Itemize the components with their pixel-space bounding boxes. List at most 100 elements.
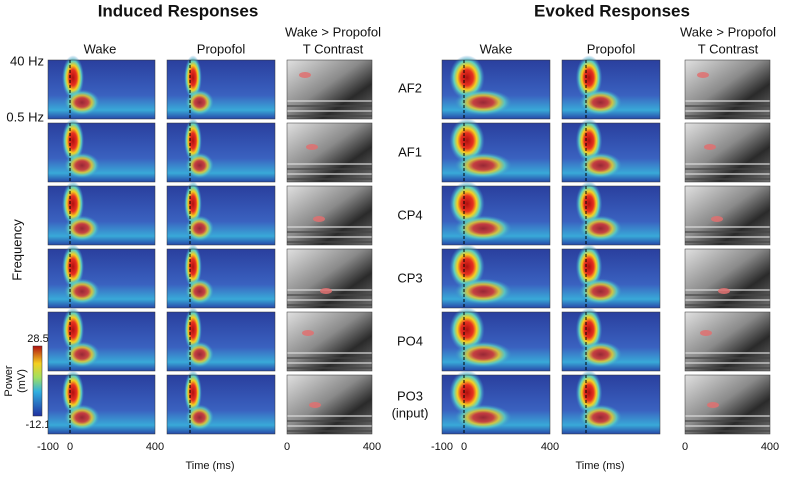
panel-border <box>286 59 373 120</box>
column-header: Propofol <box>197 41 246 56</box>
panel-border <box>286 311 373 372</box>
freq-label: 40 Hz <box>10 53 44 68</box>
panel-border <box>47 185 156 246</box>
power-blob <box>454 341 512 368</box>
channel-label: PO4 <box>397 333 423 348</box>
significant-cluster <box>306 144 318 150</box>
power-blob <box>62 244 84 290</box>
panel-border <box>441 311 551 372</box>
power-blob <box>64 404 100 431</box>
contrast-map <box>287 249 372 308</box>
contrast-band <box>287 178 372 180</box>
contrast-band <box>685 226 770 228</box>
panel-border <box>684 185 771 246</box>
contrast-band <box>287 163 372 165</box>
contrast-band <box>685 367 770 369</box>
contrast-band <box>287 168 372 170</box>
power-blob <box>184 118 202 164</box>
significant-cluster <box>704 144 716 150</box>
x-tick-label: 0 <box>284 441 290 453</box>
power-blob <box>185 278 215 305</box>
spectrogram <box>167 375 275 434</box>
column-header: Wake <box>84 41 117 56</box>
power-blob <box>454 152 512 179</box>
contrast-band <box>287 420 372 422</box>
power-blob <box>454 89 512 116</box>
panel-border <box>441 248 551 309</box>
power-blob <box>185 341 215 368</box>
panel-border <box>286 248 373 309</box>
contrast-band <box>685 415 770 417</box>
power-blob <box>185 152 215 179</box>
contrast-band <box>685 357 770 359</box>
panel-border <box>286 122 373 183</box>
contrast-band <box>685 163 770 165</box>
contrast-band <box>685 241 770 243</box>
channel-label: (input) <box>392 405 429 420</box>
power-blob <box>184 55 202 101</box>
x-tick-label: 400 <box>541 441 559 453</box>
power-blob <box>449 55 485 101</box>
contrast-band <box>685 173 770 175</box>
contrast-band <box>287 105 372 107</box>
x-tick-label: 0 <box>67 441 73 453</box>
contrast-band <box>685 178 770 180</box>
panels <box>47 55 771 435</box>
panel-border <box>684 374 771 435</box>
significant-cluster <box>302 330 314 336</box>
power-blob <box>578 341 623 368</box>
power-blob <box>575 181 603 227</box>
panel-border <box>561 59 661 120</box>
contrast-band <box>287 294 372 296</box>
contrast-map <box>287 123 372 182</box>
panel-border <box>561 311 661 372</box>
contrast-band <box>287 357 372 359</box>
power-blob <box>62 118 84 164</box>
column-header: Wake > Propofol <box>285 24 381 39</box>
panel-border <box>441 185 551 246</box>
colorbar-title: (mV) <box>16 369 28 393</box>
power-blob <box>454 215 512 242</box>
power-blob <box>64 89 100 116</box>
channel-label: CP3 <box>397 270 422 285</box>
power-blob <box>575 370 603 416</box>
panel-border <box>286 185 373 246</box>
x-tick-label: 0 <box>461 441 467 453</box>
spectrogram <box>167 60 275 119</box>
panel-border <box>684 59 771 120</box>
contrast-band <box>685 236 770 238</box>
contrast-band <box>685 304 770 306</box>
power-blob <box>575 244 603 290</box>
power-blob <box>449 244 485 290</box>
panel-border <box>47 248 156 309</box>
panel-border <box>286 374 373 435</box>
x-tick-label: 400 <box>363 441 381 453</box>
power-blob <box>184 181 202 227</box>
power-blob <box>64 215 100 242</box>
power-blob <box>578 89 623 116</box>
channel-label: AF1 <box>398 144 422 159</box>
panel-border <box>166 122 276 183</box>
panel-border <box>561 122 661 183</box>
x-axis-label: Time (ms) <box>185 460 234 472</box>
significant-cluster <box>320 288 332 294</box>
colorbar-label: 28.5 <box>27 333 48 345</box>
x-tick-label: 400 <box>146 441 164 453</box>
contrast-band <box>287 100 372 102</box>
panel-border <box>166 59 276 120</box>
power-blob <box>578 404 623 431</box>
power-blob <box>449 307 485 353</box>
power-blob <box>64 152 100 179</box>
spectrogram <box>167 186 275 245</box>
contrast-map <box>287 375 372 434</box>
power-blob <box>184 244 202 290</box>
panel-border <box>441 59 551 120</box>
panel-border <box>166 374 276 435</box>
column-header: Wake > Propofol <box>680 24 776 39</box>
contrast-band <box>287 352 372 354</box>
contrast-band <box>685 425 770 427</box>
x-tick-label: -100 <box>37 441 59 453</box>
contrast-band <box>685 110 770 112</box>
colorbar-title: Power <box>3 365 15 397</box>
